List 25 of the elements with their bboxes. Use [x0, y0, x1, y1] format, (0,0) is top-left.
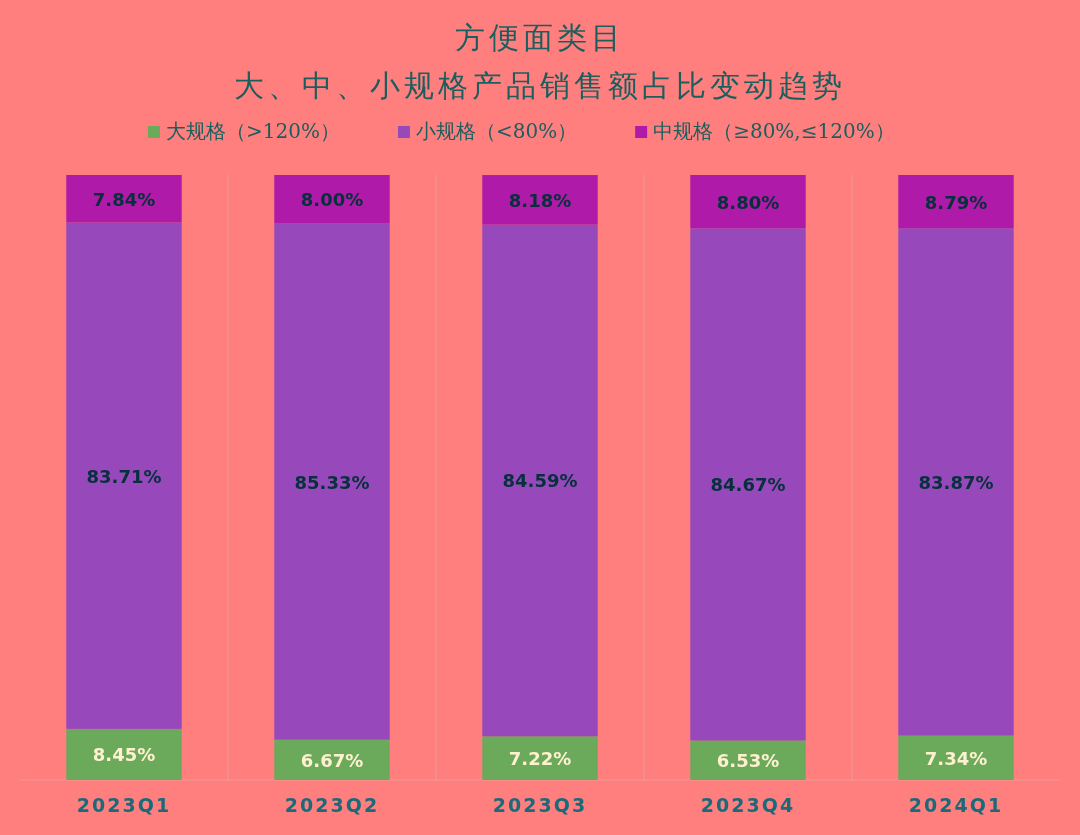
data-label: 7.34%	[924, 747, 988, 769]
legend-label: 中规格（≥80%,≤120%）	[653, 119, 895, 143]
x-tick-label: 2023Q2	[284, 794, 380, 816]
chart-subtitle: 大、中、小规格产品销售额占比变动趋势	[234, 68, 846, 103]
data-label: 7.22%	[508, 748, 572, 770]
legend-label: 小规格（<80%）	[415, 119, 578, 143]
data-label: 83.87%	[918, 471, 994, 493]
data-label: 85.33%	[294, 471, 370, 493]
data-label: 8.45%	[92, 744, 156, 766]
chart-title: 方便面类目	[455, 20, 625, 55]
data-label: 6.67%	[300, 749, 364, 771]
x-tick-label: 2024Q1	[908, 794, 1004, 816]
data-label: 8.00%	[300, 189, 364, 211]
data-label: 8.79%	[924, 191, 988, 213]
data-label: 84.67%	[710, 474, 786, 496]
x-tick-label: 2023Q4	[700, 794, 796, 816]
data-label: 84.59%	[502, 470, 578, 492]
x-tick-label: 2023Q3	[492, 794, 588, 816]
data-label: 6.53%	[716, 750, 780, 772]
data-label: 7.84%	[92, 188, 156, 210]
legend-label: 大规格（>120%）	[166, 119, 340, 143]
data-label: 8.80%	[716, 191, 780, 213]
data-label: 8.18%	[508, 189, 572, 211]
x-tick-label: 2023Q1	[76, 794, 172, 816]
data-label: 83.71%	[86, 465, 162, 487]
